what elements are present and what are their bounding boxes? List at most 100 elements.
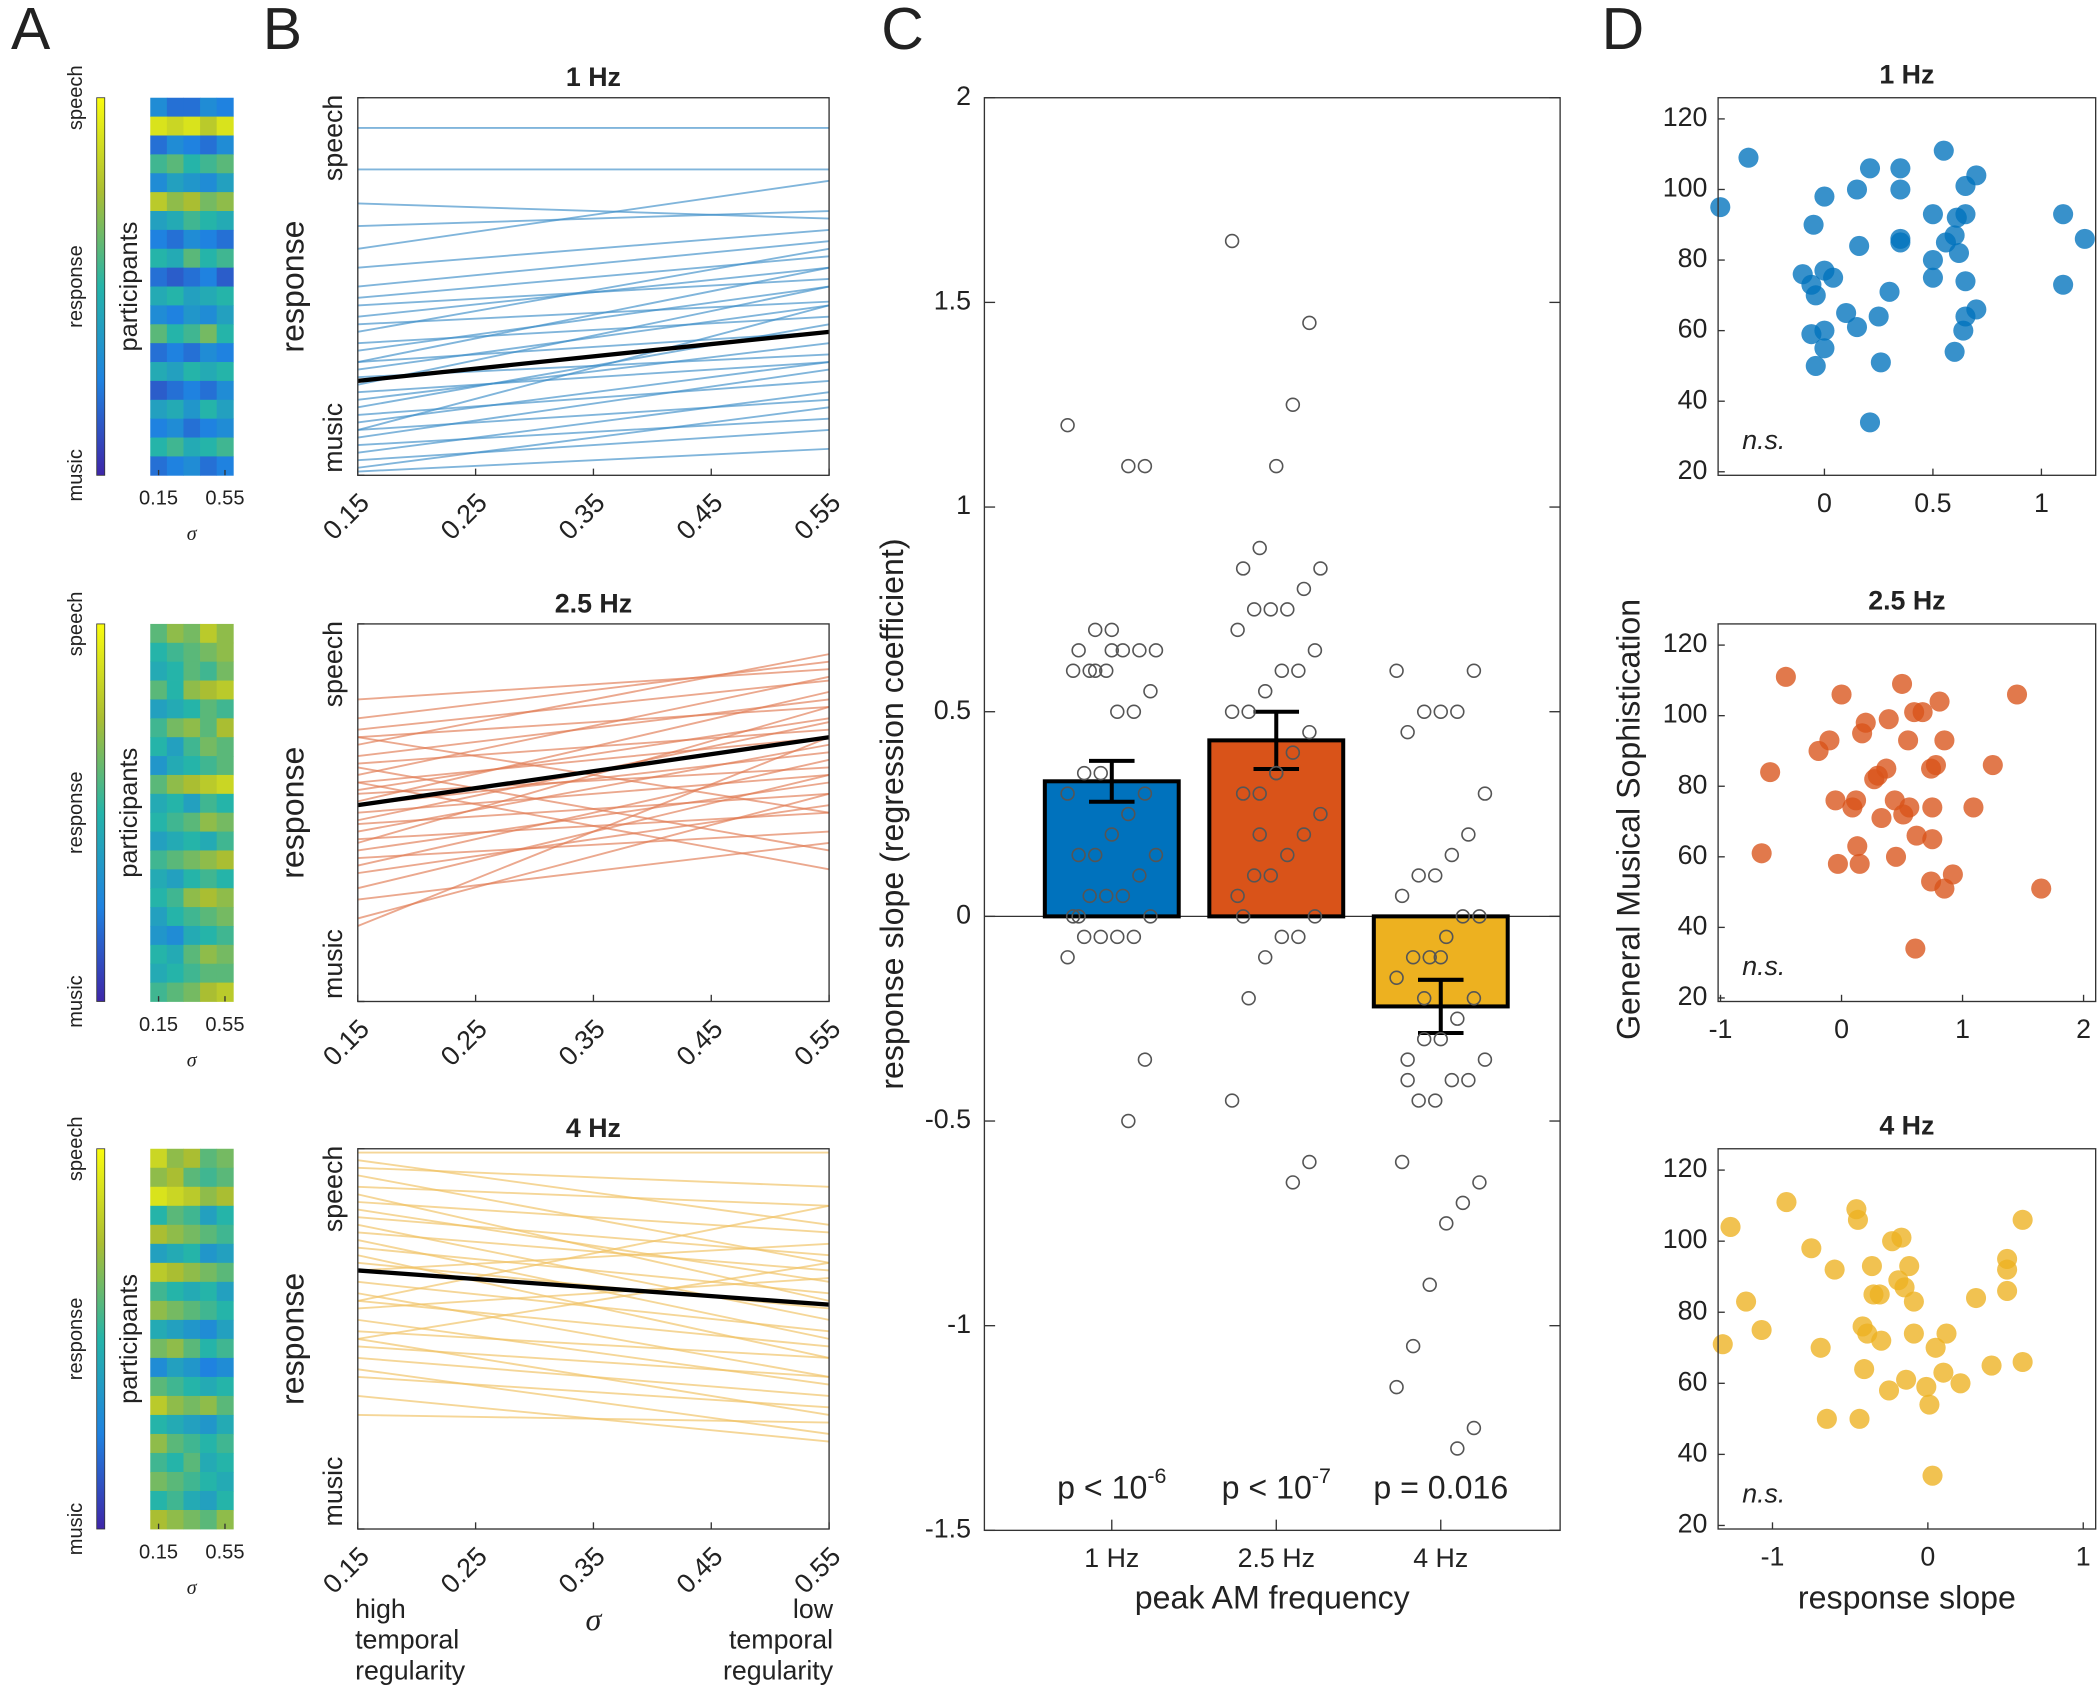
- point: [1775, 666, 1796, 687]
- colorbar-tick-label: response: [65, 771, 87, 854]
- participant-point: [1400, 1072, 1415, 1088]
- point: [1922, 829, 1943, 850]
- participant-line: [357, 766, 830, 852]
- heatmap-cell: [150, 1338, 168, 1359]
- y-tick-label: 80: [1678, 769, 1708, 799]
- y-tick-label: -1: [947, 1309, 971, 1339]
- point: [1859, 412, 1881, 433]
- p-exponent: -7: [1312, 1463, 1331, 1487]
- heatmap-cell: [166, 737, 184, 757]
- participant-line: [357, 447, 830, 473]
- participant-point: [1060, 950, 1075, 965]
- point: [1805, 355, 1826, 376]
- heatmap-cell: [216, 248, 234, 269]
- participant-point: [1082, 888, 1097, 904]
- participant-point: [1241, 991, 1256, 1006]
- x-tick-label: 0.55: [205, 1541, 244, 1563]
- heatmap-cell: [150, 97, 168, 118]
- heatmap-cell: [183, 324, 201, 344]
- heatmap-cell: [183, 173, 201, 193]
- heatmap-cell: [166, 286, 184, 306]
- participant-point: [1093, 765, 1108, 781]
- heatmap-cell: [183, 944, 201, 965]
- participant-point: [1137, 458, 1153, 474]
- heatmap-cell: [216, 963, 234, 984]
- y-tick-label: 0.5: [934, 695, 971, 725]
- heatmap-cell: [150, 1471, 168, 1492]
- participant-point: [1082, 663, 1097, 679]
- participant-point: [1115, 888, 1131, 904]
- point: [1823, 267, 1844, 288]
- heatmap-cell: [183, 267, 201, 287]
- heatmap-cell: [150, 680, 168, 700]
- point: [1925, 1337, 1946, 1358]
- colorbar-tick-label: speech: [65, 65, 87, 130]
- point: [1738, 147, 1759, 168]
- participant-point: [1274, 929, 1290, 945]
- heatmap-cell: [200, 418, 218, 438]
- participant-point: [1416, 704, 1432, 719]
- participant-point: [1313, 561, 1328, 576]
- point: [1919, 1394, 1940, 1415]
- participant-point: [1307, 643, 1323, 658]
- heatmap-cell: [200, 1509, 218, 1530]
- heatmap-cell: [183, 97, 201, 118]
- participant-line: [357, 1368, 830, 1435]
- heatmap-cell: [183, 154, 201, 174]
- participant-point: [1428, 868, 1443, 883]
- heatmap-cell: [200, 1471, 218, 1492]
- x-tick-label: 0: [1920, 1542, 1935, 1572]
- colorbar: [96, 97, 106, 476]
- participant-point: [1285, 397, 1301, 412]
- participant-point: [1121, 806, 1136, 822]
- participant-point: [1405, 950, 1421, 965]
- heatmap-cell: [200, 1433, 218, 1454]
- heatmap-cell: [216, 718, 234, 738]
- axes-frame: [1717, 623, 2097, 1003]
- heatmap-cell: [216, 1490, 234, 1511]
- participant-line: [357, 202, 830, 220]
- participant-point: [1439, 929, 1454, 945]
- x-axis-label: response slope: [1798, 1579, 2016, 1615]
- participant-point: [1257, 684, 1273, 699]
- heatmap-cell: [216, 1357, 234, 1378]
- participant-point: [1444, 847, 1460, 863]
- heatmap-cell: [216, 737, 234, 757]
- point: [1891, 1227, 1912, 1248]
- participant-line: [357, 285, 830, 352]
- heatmap-cell: [200, 116, 218, 136]
- participant-line: [357, 1345, 830, 1378]
- point: [1896, 1369, 1917, 1390]
- heatmap-cell: [150, 116, 168, 136]
- heatmap-cell: [216, 1338, 234, 1359]
- heatmap-cell: [216, 1243, 234, 1264]
- participant-point: [1263, 602, 1278, 617]
- heatmap-cell: [166, 362, 184, 382]
- heatmap-cell: [150, 699, 168, 719]
- point: [1801, 1238, 1822, 1259]
- x-tick-label: 0.55: [205, 488, 244, 510]
- point: [1859, 158, 1881, 179]
- participant-line: [357, 266, 830, 363]
- heatmap-cell: [216, 1224, 234, 1245]
- heatmap-cell: [200, 362, 218, 382]
- participant-point: [1439, 1216, 1454, 1231]
- annotation: n.s.: [1742, 951, 1785, 981]
- heatmap-cell: [166, 248, 184, 269]
- x-tick-label: 1: [2034, 488, 2049, 518]
- heatmap-cell: [216, 1167, 234, 1188]
- y-axis-label: General Musical Sophistication: [1611, 599, 1647, 1040]
- y-tick-label: 100: [1663, 1224, 1708, 1254]
- heatmap-cell: [150, 380, 168, 401]
- heatmap-cell: [166, 831, 184, 851]
- participant-point: [1143, 909, 1158, 924]
- point: [1922, 797, 1943, 818]
- participant-line: [357, 698, 830, 758]
- heatmap-cell: [183, 1376, 201, 1397]
- point: [1892, 673, 1913, 694]
- participant-point: [1455, 1195, 1471, 1211]
- participant-line: [357, 668, 830, 701]
- heatmap-cell: [216, 305, 234, 325]
- y-tick-label: music: [318, 1457, 348, 1527]
- point: [2074, 228, 2095, 249]
